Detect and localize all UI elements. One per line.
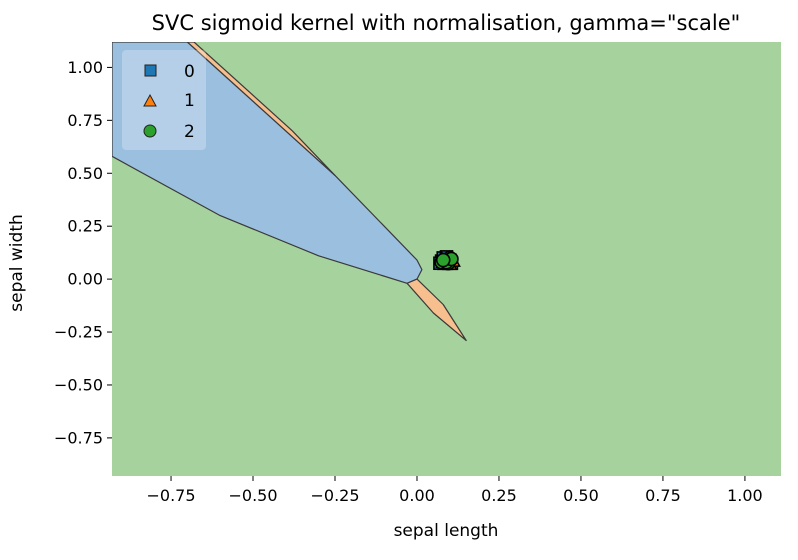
decision-region-class-1-1: [186, 42, 336, 176]
y-tick-label: 1.00: [67, 58, 103, 77]
y-axis: 1.00 0.75 0.50 0.25 0.00 −0.25 −0.50 −0.75: [54, 58, 112, 447]
legend-label-0: 0: [184, 62, 195, 82]
x-axis-label: sepal length: [394, 521, 499, 541]
y-tick-label: −0.25: [54, 323, 103, 342]
y-tick-label: −0.75: [54, 428, 103, 447]
y-tick-label: 0.50: [67, 164, 103, 183]
y-tick-label: −0.50: [54, 375, 103, 394]
plot-area: [112, 42, 781, 476]
y-tick-label: 0.75: [67, 111, 103, 130]
y-axis-label: sepal width: [7, 214, 27, 312]
legend-marker-circle: [143, 124, 157, 138]
y-tick-label: 0.00: [67, 270, 103, 289]
x-tick-label: 0.00: [399, 486, 435, 505]
x-tick-label: −0.50: [228, 486, 277, 505]
x-tick-label: −0.75: [147, 486, 196, 505]
legend: 0 1 2: [122, 50, 206, 150]
x-tick-label: 1.00: [727, 486, 763, 505]
y-tick-label: 0.25: [67, 217, 103, 236]
data-points: [433, 250, 461, 271]
legend-marker-square: [144, 64, 157, 77]
x-tick-label: −0.25: [310, 486, 359, 505]
legend-label-2: 2: [184, 122, 195, 142]
data-point-class-2-6: [435, 252, 451, 268]
legend-marker-triangle: [143, 93, 157, 107]
x-tick-label: 0.25: [481, 486, 517, 505]
x-tick-label: 0.75: [645, 486, 681, 505]
x-axis: −0.75 −0.50 −0.25 0.00 0.25 0.50 0.75 1.00: [147, 476, 763, 505]
chart-title: SVC sigmoid kernel with normalisation, g…: [152, 11, 741, 35]
x-tick-label: 0.50: [563, 486, 599, 505]
legend-box: [122, 50, 206, 150]
legend-label-1: 1: [184, 91, 195, 111]
decision-region-class-1-2: [406, 278, 467, 342]
decision-regions: [112, 42, 467, 342]
